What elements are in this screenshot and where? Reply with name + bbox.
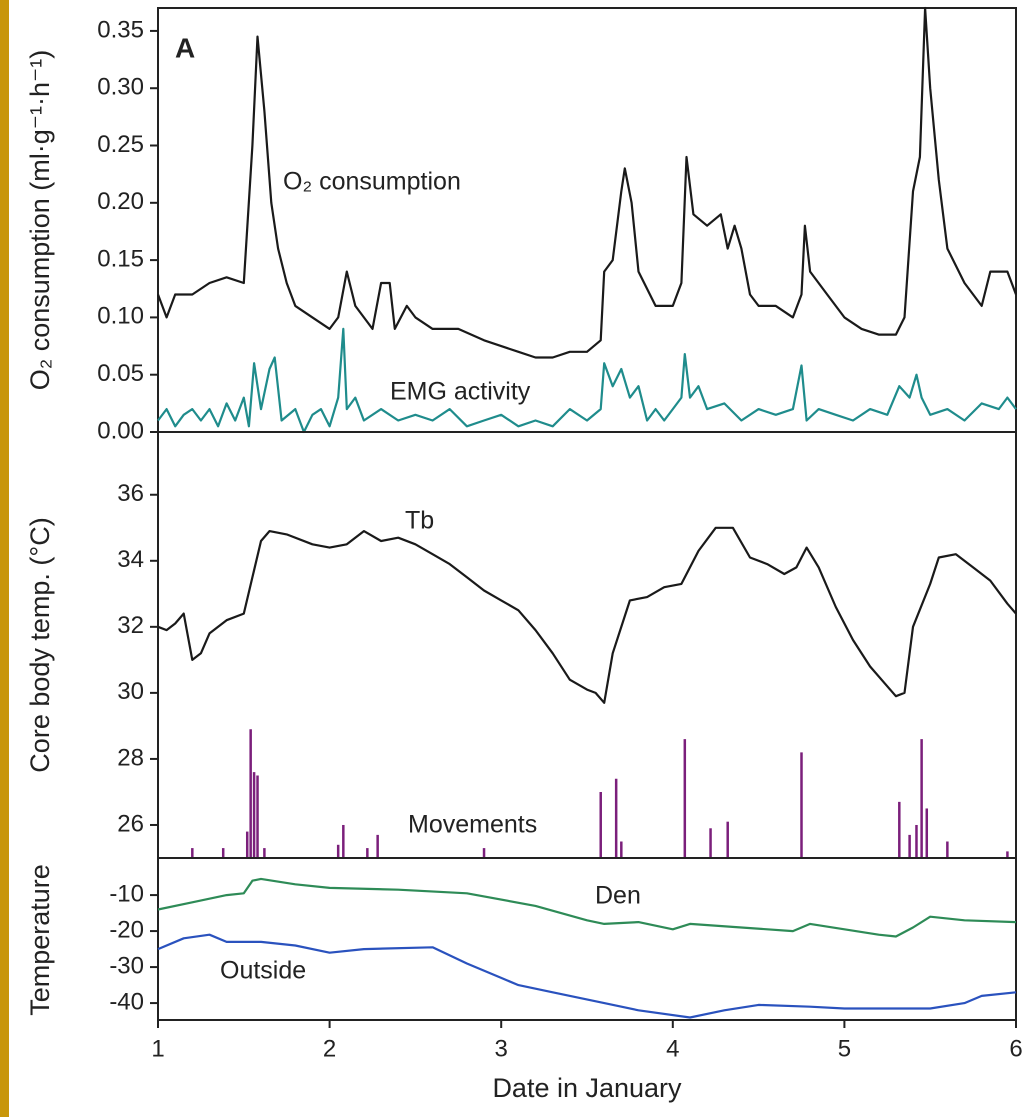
panel-frame [157, 857, 1017, 1021]
y-tick-label: -30 [109, 952, 144, 979]
y-tick-label: 0.00 [97, 417, 144, 444]
series-label: Outside [220, 957, 306, 985]
y-tick-label: 0.20 [97, 188, 144, 215]
y-tick-label: 26 [117, 810, 144, 837]
panel-frame [157, 7, 1017, 433]
series-label: Den [595, 882, 641, 910]
x-axis-label: Date in January [492, 1073, 682, 1103]
x-tick-label: 3 [495, 1035, 508, 1062]
series-line [157, 877, 1017, 938]
x-tick-label: 2 [323, 1035, 336, 1062]
y-tick-label: 34 [117, 546, 144, 573]
y-tick-label: 0.15 [97, 245, 144, 272]
series-line [157, 933, 1017, 1019]
x-tick-label: 1 [151, 1035, 164, 1062]
panel-frame [157, 431, 1017, 859]
series-line [157, 327, 1017, 434]
y-tick-label: -20 [109, 916, 144, 943]
y-tick-label: 30 [117, 678, 144, 705]
y-tick-label: 28 [117, 744, 144, 771]
y-tick-label: 0.35 [97, 16, 144, 43]
x-tick-label: 4 [666, 1035, 679, 1062]
y-tick-label: 32 [117, 612, 144, 639]
panel-letter: A [175, 32, 195, 63]
y-tick-label: -10 [109, 880, 144, 907]
x-tick-label: 6 [1009, 1035, 1022, 1062]
series-label: Tb [405, 507, 434, 535]
y-axis-label: O₂ consumption (ml·g⁻¹·h⁻¹) [25, 50, 55, 391]
series-label: EMG activity [390, 378, 531, 406]
x-tick-label: 5 [838, 1035, 851, 1062]
y-tick-label: 0.10 [97, 303, 144, 330]
series-line [156, 6, 1018, 359]
y-axis-label: Core body temp. (°C) [25, 517, 55, 772]
y-tick-label: 0.30 [97, 74, 144, 101]
y-tick-label: 0.25 [97, 131, 144, 158]
series-label: O₂ consumption [283, 168, 461, 196]
y-axis-label: Temperature [25, 864, 55, 1016]
y-tick-label: 36 [117, 480, 144, 507]
y-tick-label: 0.05 [97, 360, 144, 387]
y-tick-label: -40 [109, 988, 144, 1015]
frame-edge [0, 0, 9, 1117]
series-line [157, 526, 1017, 704]
series-label: Movements [408, 811, 537, 839]
